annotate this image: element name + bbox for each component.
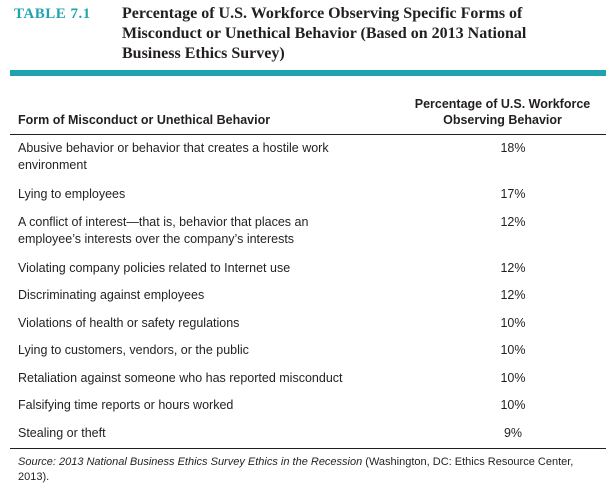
header-rule: [10, 134, 606, 135]
percentage-cell: 12%: [500, 260, 526, 275]
percentage-cell: 17%: [500, 187, 526, 201]
table-header: TABLE 7.1 Percentage of U.S. Workforce O…: [14, 4, 604, 64]
behavior-cell: Stealing or theft: [18, 425, 106, 440]
column-header: Percentage of U.S. Workforce Observing B…: [414, 97, 591, 127]
percentage-cell: 10%: [500, 398, 526, 412]
behavior-cell: Retaliation against someone who has repo…: [18, 370, 343, 385]
table-title: Percentage of U.S. Workforce Observing S…: [122, 5, 527, 62]
table-body: Abusive behavior or behavior that create…: [18, 140, 603, 452]
behavior-cell: Lying to employees: [18, 187, 126, 201]
percentage-cell: 12%: [500, 214, 526, 229]
column-header: Form of Misconduct or Unethical Behavior: [18, 113, 271, 127]
table-row: Lying to employees 17%: [18, 186, 603, 203]
behavior-cell: Discriminating against employees: [18, 288, 205, 302]
source-note: Source: 2013 National Business Ethics Su…: [18, 455, 603, 485]
behavior-cell: Violations of health or safety regulatio…: [18, 315, 240, 330]
table-row: Retaliation against someone who has repo…: [18, 370, 603, 387]
table-row: Discriminating against employees 12%: [18, 287, 603, 304]
behavior-cell: A conflict of interest—that is, behavior…: [18, 214, 309, 246]
source-citation: Source: 2013 National Business Ethics Su…: [18, 456, 363, 468]
footer-rule: [10, 448, 606, 449]
source-details: (Washington, DC: Ethics Resource Center,…: [18, 456, 574, 483]
percentage-cell: 10%: [500, 370, 526, 385]
table-row: Violations of health or safety regulatio…: [18, 315, 603, 332]
behavior-cell: Falsifying time reports or hours worked: [18, 398, 234, 412]
behavior-cell: Violating company policies related to In…: [18, 260, 291, 275]
table-row: A conflict of interest—that is, behavior…: [18, 214, 603, 248]
table-row: Stealing or theft 9%: [18, 425, 603, 442]
title-rule: [10, 70, 606, 76]
behavior-cell: Lying to customers, vendors, or the publ…: [18, 343, 249, 357]
percentage-cell: 9%: [503, 425, 523, 440]
table-row: Lying to customers, vendors, or the publ…: [18, 342, 603, 359]
percentage-cell: 10%: [500, 343, 526, 357]
table-row: Falsifying time reports or hours worked 1…: [18, 397, 603, 414]
table-label: TABLE 7.1: [14, 6, 91, 22]
table-row: Violating company policies related to In…: [18, 260, 603, 277]
behavior-cell: Abusive behavior or behavior that create…: [18, 141, 329, 172]
percentage-cell: 12%: [500, 288, 526, 302]
table-row: Abusive behavior or behavior that create…: [18, 140, 603, 174]
percentage-cell: 18%: [500, 141, 526, 155]
percentage-cell: 10%: [500, 315, 526, 330]
